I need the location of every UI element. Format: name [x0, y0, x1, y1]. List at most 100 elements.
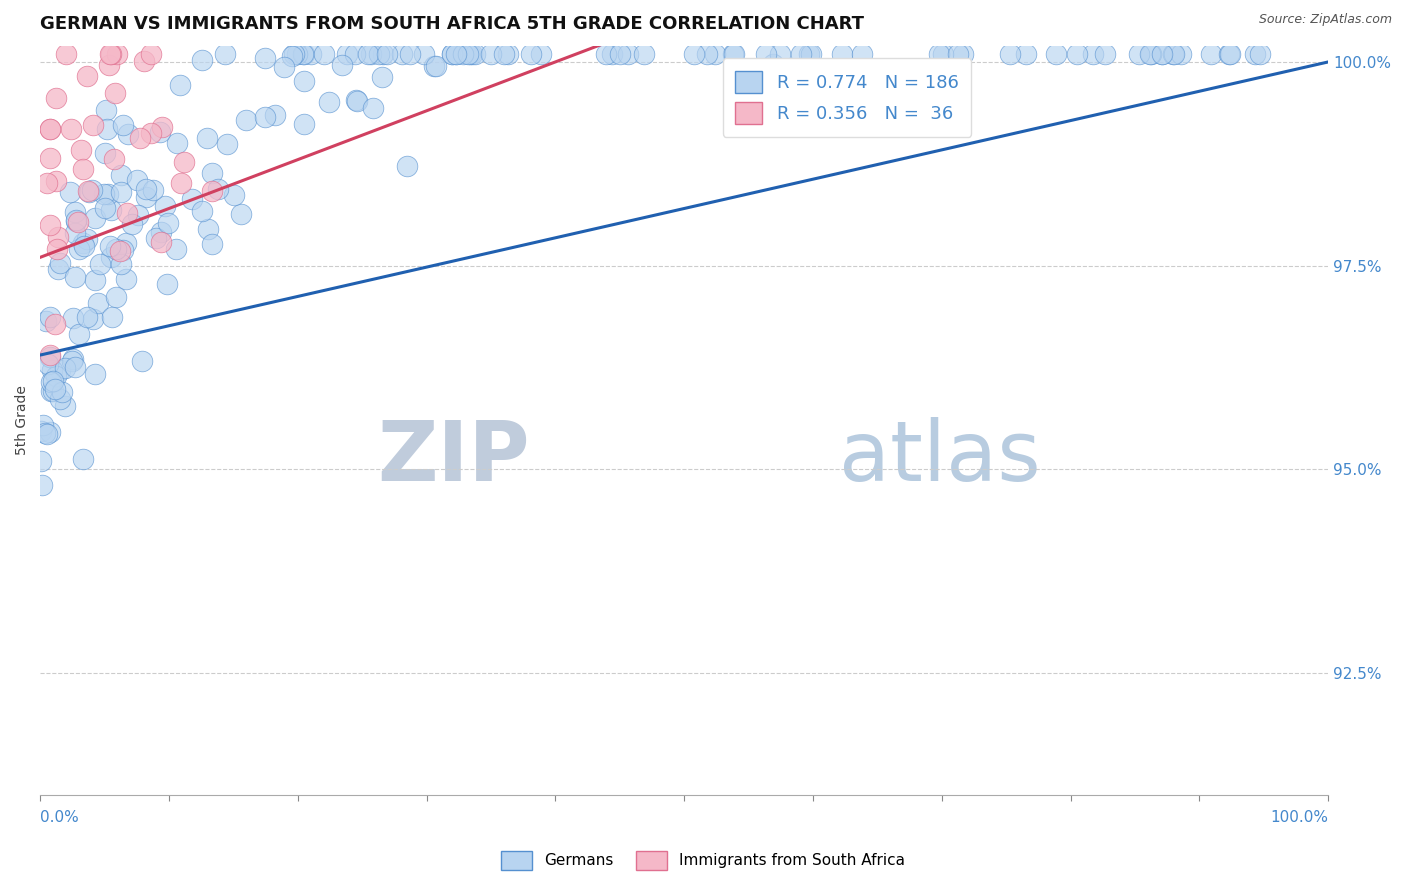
Point: [80, 182, 103, 196]
Point: [492, 46, 515, 61]
Point: [361, 101, 384, 115]
Point: [595, 46, 617, 61]
Point: [127, 173, 149, 187]
Point: [530, 46, 553, 61]
Point: [343, 46, 366, 61]
Point: [51, 385, 73, 400]
Point: [60, 353, 83, 368]
Point: [181, 193, 204, 207]
Point: [127, 208, 149, 222]
Point: [93, 202, 115, 216]
Point: [1094, 46, 1116, 61]
Point: [312, 46, 335, 61]
Legend: Germans, Immigrants from South Africa: Germans, Immigrants from South Africa: [494, 843, 912, 877]
Point: [131, 353, 153, 368]
Point: [195, 131, 218, 145]
Point: [34, 425, 56, 440]
Point: [67, 242, 90, 256]
Point: [1161, 46, 1184, 61]
Point: [31, 478, 53, 492]
Point: [129, 130, 152, 145]
Point: [114, 235, 136, 250]
Point: [35, 314, 58, 328]
Point: [62, 351, 84, 366]
Point: [157, 216, 180, 230]
Point: [371, 46, 394, 61]
Point: [83, 211, 105, 226]
Point: [1045, 46, 1067, 61]
Point: [142, 183, 165, 197]
Point: [1128, 46, 1150, 61]
Point: [62, 311, 84, 326]
Point: [45, 174, 67, 188]
Point: [149, 125, 172, 139]
Point: [104, 86, 127, 100]
Point: [55, 46, 77, 61]
Point: [135, 182, 157, 196]
Point: [831, 46, 853, 61]
Point: [425, 59, 447, 73]
Point: [224, 188, 246, 202]
Point: [444, 46, 467, 61]
Point: [117, 206, 139, 220]
Point: [110, 169, 132, 183]
Point: [104, 290, 127, 304]
Point: [101, 310, 124, 325]
Point: [48, 262, 70, 277]
Point: [42, 374, 65, 388]
Point: [723, 46, 745, 61]
Point: [97, 58, 120, 72]
Point: [215, 136, 238, 151]
Point: [451, 46, 474, 61]
Point: [682, 46, 704, 61]
Point: [1139, 46, 1161, 61]
Point: [114, 272, 136, 286]
Point: [617, 46, 640, 61]
Point: [207, 182, 229, 196]
Point: [132, 54, 155, 68]
Point: [360, 46, 382, 61]
Point: [83, 368, 105, 382]
Point: [191, 204, 214, 219]
Point: [41, 362, 63, 376]
Point: [264, 108, 287, 122]
Point: [423, 59, 446, 73]
Point: [928, 46, 950, 61]
Point: [457, 46, 479, 61]
Y-axis label: 5th Grade: 5th Grade: [15, 385, 30, 455]
Point: [299, 46, 322, 61]
Point: [105, 242, 128, 256]
Point: [346, 94, 368, 108]
Point: [45, 242, 67, 256]
Point: [44, 368, 66, 383]
Point: [214, 46, 236, 61]
Point: [375, 46, 398, 61]
Point: [70, 143, 93, 157]
Point: [201, 236, 224, 251]
Point: [292, 117, 315, 131]
Point: [38, 121, 60, 136]
Point: [44, 317, 66, 331]
Point: [53, 399, 76, 413]
Point: [235, 112, 257, 127]
Point: [1244, 46, 1267, 61]
Point: [520, 46, 543, 61]
Point: [38, 425, 60, 440]
Point: [110, 257, 132, 271]
Point: [39, 375, 62, 389]
Point: [231, 207, 253, 221]
Point: [139, 126, 162, 140]
Point: [201, 166, 224, 180]
Point: [76, 232, 98, 246]
Point: [1015, 46, 1038, 61]
Point: [169, 78, 191, 92]
Point: [633, 46, 655, 61]
Point: [46, 230, 69, 244]
Point: [77, 184, 100, 198]
Point: [797, 46, 820, 61]
Point: [460, 46, 482, 61]
Point: [149, 235, 172, 250]
Point: [72, 162, 94, 177]
Point: [395, 159, 418, 173]
Point: [76, 69, 98, 83]
